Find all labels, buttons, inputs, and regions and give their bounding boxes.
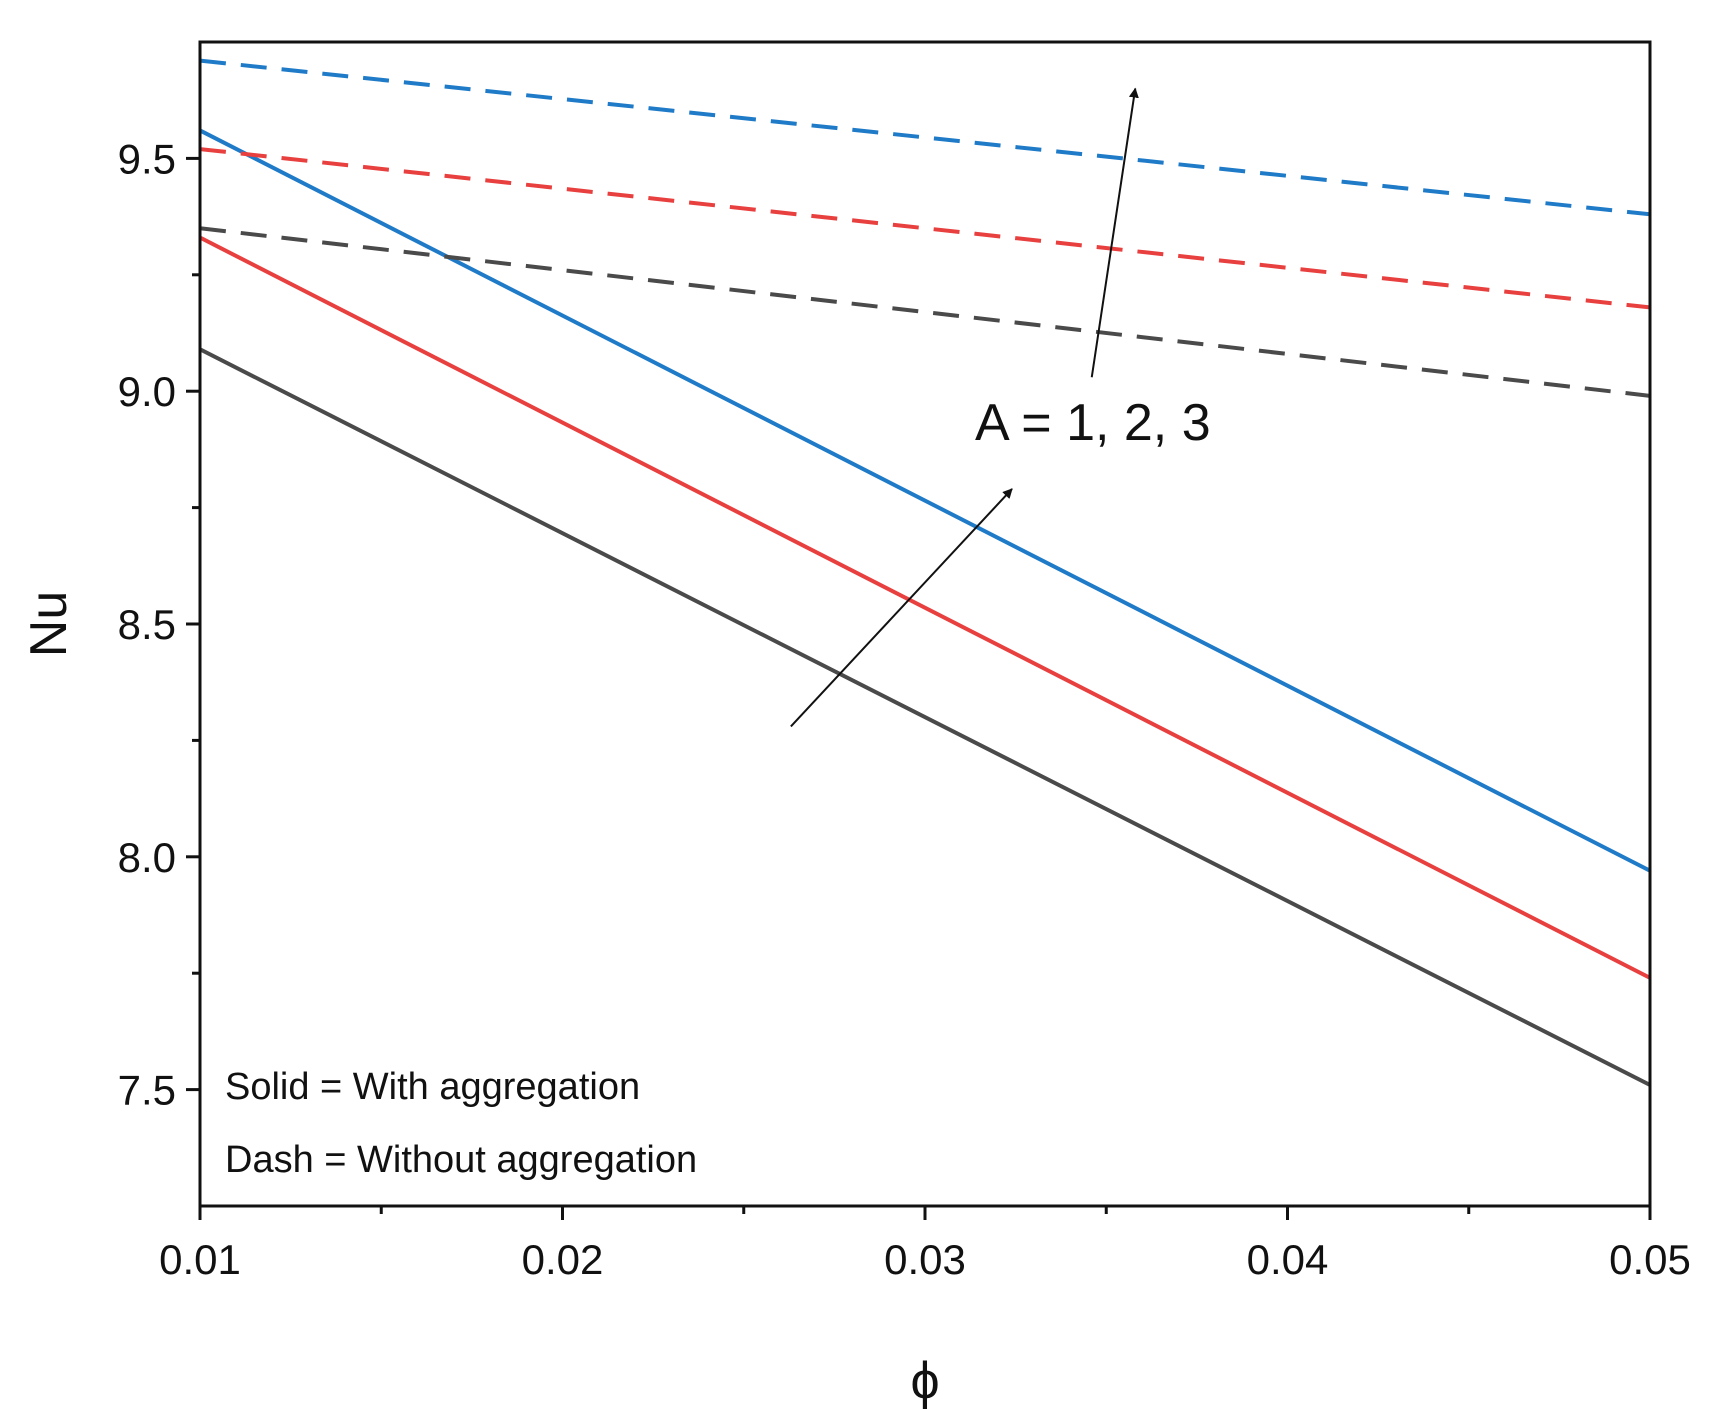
x-tick-label: 0.03	[884, 1236, 966, 1283]
y-tick-label: 8.5	[118, 601, 176, 648]
series-layer	[200, 58, 1650, 1087]
parameter-label: A = 1, 2, 3	[975, 394, 1211, 452]
x-tick-label: 0.02	[522, 1236, 604, 1283]
series-line-dash-3	[200, 58, 1650, 217]
annotation-arrow-2	[1090, 87, 1139, 378]
x-tick-label: 0.05	[1609, 1236, 1691, 1283]
series-line-solid-2	[200, 235, 1650, 980]
legend-line-solid: Solid = With aggregation	[225, 1066, 640, 1108]
y-tick-label: 9.0	[118, 368, 176, 415]
series-line-solid-1	[200, 347, 1650, 1087]
annotation-layer	[790, 87, 1139, 728]
series-line-dash-2	[200, 147, 1650, 310]
x-tick-label: 0.01	[159, 1236, 241, 1283]
y-tick-label: 7.5	[118, 1067, 176, 1114]
annotation-arrow-1	[790, 488, 1013, 728]
legend-line-dash: Dash = Without aggregation	[225, 1139, 697, 1181]
y-tick-label: 8.0	[118, 834, 176, 881]
axis-layer: 0.01 0.02 0.03 0.04 0.05 7.5 8.0 8.5 9.0 9.5	[118, 135, 1691, 1283]
plot-frame	[198, 40, 1652, 1208]
series-line-dash-1	[200, 226, 1650, 398]
y-tick-label: 9.5	[118, 135, 176, 182]
x-axis-label: ϕ	[910, 1352, 939, 1410]
y-axis-label: Nu	[20, 591, 78, 657]
x-tick-label: 0.04	[1247, 1236, 1329, 1283]
series-line-solid-3	[200, 128, 1650, 873]
